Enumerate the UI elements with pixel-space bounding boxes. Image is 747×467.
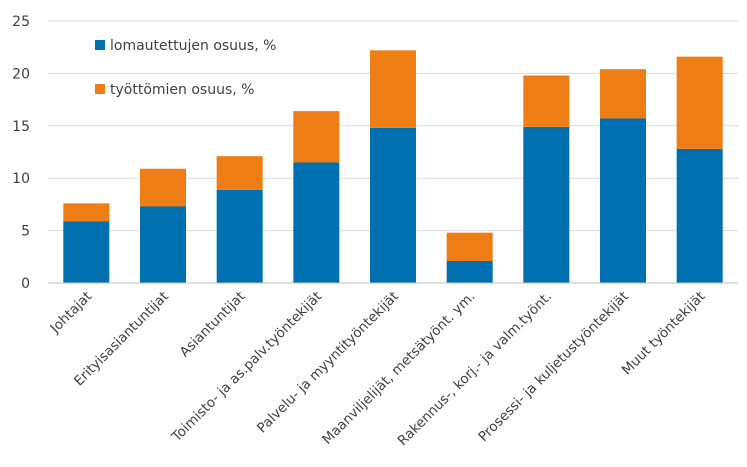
y-tick-label: 20 — [12, 66, 30, 82]
bar-segment-laid-off — [446, 260, 493, 283]
x-category-label: Toimisto- ja as.palv.työntekijät — [168, 289, 325, 446]
y-tick-label: 10 — [12, 171, 30, 187]
legend-swatch — [95, 40, 105, 50]
legend-swatch — [95, 84, 105, 94]
y-tick-label: 15 — [12, 119, 30, 135]
bar-segment-unemployed — [216, 156, 263, 190]
y-tick-label: 5 — [21, 224, 30, 240]
bar-segment-unemployed — [63, 203, 110, 222]
bar-segment-laid-off — [600, 118, 646, 284]
bar-segment-unemployed — [676, 56, 723, 149]
bar-segment-unemployed — [446, 232, 493, 261]
bar-segment-unemployed — [370, 50, 416, 128]
y-tick-label: 0 — [21, 276, 30, 292]
bar-segment-laid-off — [676, 148, 723, 283]
bar-segment-unemployed — [523, 75, 570, 127]
bar-segment-unemployed — [293, 111, 340, 163]
y-axis-ticks: 0 5 10 15 20 25 — [12, 14, 30, 292]
bar-segment-laid-off — [523, 126, 570, 284]
x-category-label: Muut työntekijät — [619, 289, 709, 379]
bar-segment-laid-off — [293, 162, 340, 283]
x-category-label: Palvelu- ja myyntityöntekijät — [254, 289, 402, 437]
bar-segment-unemployed — [600, 69, 646, 119]
x-category-label: Maanviljelijät, metsätyönt. ym. — [319, 289, 478, 448]
legend: lomautettujen osuus, % työttömien osuus, … — [95, 38, 276, 98]
x-category-label: Rakennus-, korj.- ja valm.työnt. — [395, 289, 555, 449]
bars — [63, 50, 723, 284]
bar-segment-laid-off — [63, 221, 110, 283]
legend-label: työttömien osuus, % — [110, 82, 254, 98]
y-tick-label: 25 — [12, 14, 30, 30]
x-category-label: Prosessi- ja kuljetustyöntekijät — [475, 289, 631, 445]
bar-segment-laid-off — [216, 189, 263, 283]
x-category-label: Asiantuntijat — [177, 289, 249, 361]
bar-segment-unemployed — [140, 168, 186, 207]
bar-segment-laid-off — [140, 206, 186, 283]
bar-segment-laid-off — [370, 127, 416, 283]
legend-label: lomautettujen osuus, % — [110, 38, 276, 54]
x-category-label: Johtajat — [47, 289, 96, 338]
